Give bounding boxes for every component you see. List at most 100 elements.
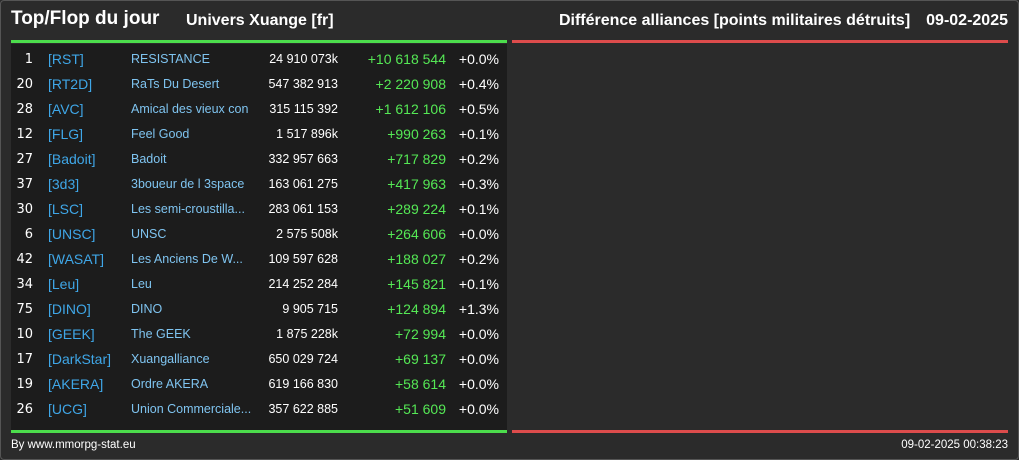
top-divider-red (512, 40, 1008, 43)
alliance-tag-link[interactable]: [GEEK] (48, 326, 95, 342)
table-row: 28 [AVC] Amical des vieux con 315 115 392 +1… (11, 97, 507, 122)
alliance-name-link[interactable]: Leu (131, 277, 152, 291)
points-cell: 332 957 663 (268, 152, 338, 166)
source-credit: By www.mmorpg-stat.eu (11, 439, 136, 451)
points-cell: 619 166 830 (268, 377, 338, 391)
diff-cell: +2 220 908 (375, 76, 446, 92)
alliance-tag-link[interactable]: [RST] (48, 51, 84, 67)
alliance-tag-link[interactable]: [UNSC] (48, 226, 96, 242)
alliance-name-link[interactable]: The GEEK (131, 327, 191, 341)
diff-cell: +10 618 544 (367, 51, 446, 67)
alliance-name-link[interactable]: Xuangalliance (131, 352, 210, 366)
rank-cell: 37 (16, 177, 33, 192)
percent-cell: +0.1% (458, 201, 499, 217)
alliance-tag-link[interactable]: [RT2D] (48, 76, 93, 92)
diff-cell: +417 963 (387, 176, 446, 192)
alliance-name-link[interactable]: Feel Good (131, 127, 190, 141)
alliance-name-link[interactable]: Amical des vieux con (131, 102, 249, 116)
diff-cell: +188 027 (387, 251, 446, 267)
table-row: 42 [WASAT] Les Anciens De W... 109 597 628 +… (11, 247, 507, 272)
alliance-tag-link[interactable]: [LSC] (48, 201, 84, 217)
percent-cell: +0.0% (458, 326, 499, 342)
universe-label: Univers Xuange [fr] (186, 12, 334, 29)
alliance-tag-link[interactable]: [FLG] (48, 126, 84, 142)
points-cell: 357 622 885 (268, 402, 338, 416)
diff-cell: +72 994 (395, 326, 446, 342)
rank-cell: 28 (16, 102, 33, 117)
points-cell: 109 597 628 (268, 252, 338, 266)
alliance-name-link[interactable]: Union Commerciale... (131, 402, 252, 416)
alliance-tag-link[interactable]: [Badoit] (48, 151, 96, 167)
diff-cell: +990 263 (387, 126, 446, 142)
rank-cell: 75 (16, 302, 33, 317)
diff-cell: +289 224 (387, 201, 446, 217)
alliance-name-link[interactable]: UNSC (131, 227, 167, 241)
points-cell: 650 029 724 (268, 352, 338, 366)
points-cell: 1 517 896k (276, 127, 338, 141)
points-cell: 1 875 228k (276, 327, 338, 341)
percent-cell: +0.2% (458, 151, 499, 167)
ranking-date: 09-02-2025 (926, 12, 1008, 29)
alliance-name-link[interactable]: Les Anciens De W... (131, 252, 243, 266)
diff-cell: +69 137 (395, 351, 446, 367)
alliance-tag-link[interactable]: [AVC] (48, 101, 84, 117)
table-row: 10 [GEEK] The GEEK 1 875 228k +72 994 +0.0% (11, 322, 507, 347)
alliance-tag-link[interactable]: [DINO] (48, 301, 91, 317)
rank-cell: 34 (16, 277, 33, 292)
diff-cell: +124 894 (387, 301, 446, 317)
points-cell: 214 252 284 (268, 277, 338, 291)
diff-cell: +51 609 (395, 401, 446, 417)
rank-cell: 19 (16, 377, 33, 392)
diff-cell: +58 614 (395, 376, 446, 392)
alliance-name-link[interactable]: Les semi-croustilla... (131, 202, 245, 216)
table-row: 6 [UNSC] UNSC 2 575 508k +264 606 +0.0% (11, 222, 507, 247)
ranking-title: Différence alliances [points militaires … (558, 12, 911, 29)
alliance-tag-link[interactable]: [UCG] (48, 401, 87, 417)
top-divider-green (11, 40, 507, 43)
table-row: 30 [LSC] Les semi-croustilla... 283 061 153… (11, 197, 507, 222)
percent-cell: +0.5% (458, 101, 499, 117)
percent-cell: +0.2% (458, 251, 499, 267)
rank-cell: 30 (16, 202, 33, 217)
alliance-name-link[interactable]: RaTs Du Desert (131, 77, 220, 91)
rank-cell: 12 (16, 127, 33, 142)
diff-cell: +145 821 (387, 276, 446, 292)
rank-cell: 42 (16, 252, 33, 267)
top-list-panel: 1 [RST] RESISTANCE 24 910 073k +10 618 544 +0… (11, 44, 507, 430)
alliance-tag-link[interactable]: [DarkStar] (48, 351, 112, 367)
alliance-tag-link[interactable]: [3d3] (48, 176, 80, 192)
alliance-tag-link[interactable]: [AKERA] (48, 376, 104, 392)
bottom-divider-red (512, 430, 1008, 433)
points-cell: 547 382 913 (268, 77, 338, 91)
percent-cell: +0.4% (458, 76, 499, 92)
percent-cell: +0.0% (458, 51, 499, 67)
bottom-divider-green (11, 430, 507, 433)
rank-cell: 27 (16, 152, 33, 167)
percent-cell: +0.3% (458, 176, 499, 192)
rank-cell: 20 (16, 77, 33, 92)
alliance-name-link[interactable]: Badoit (131, 152, 167, 166)
table-row: 37 [3d3] 3boueur de l 3space 163 061 275 +41… (11, 172, 507, 197)
percent-cell: +0.0% (458, 401, 499, 417)
percent-cell: +0.0% (458, 226, 499, 242)
points-cell: 163 061 275 (268, 177, 338, 191)
alliance-name-link[interactable]: RESISTANCE (131, 52, 210, 66)
percent-cell: +0.1% (458, 126, 499, 142)
alliance-name-link[interactable]: Ordre AKERA (131, 377, 209, 391)
alliance-name-link[interactable]: DINO (131, 302, 163, 316)
table-row: 12 [FLG] Feel Good 1 517 896k +990 263 +0.1% (11, 122, 507, 147)
alliance-tag-link[interactable]: [Leu] (48, 276, 80, 292)
percent-cell: +1.3% (458, 301, 499, 317)
table-row: 75 [DINO] DINO 9 905 715 +124 894 +1.3% (11, 297, 507, 322)
alliance-tag-link[interactable]: [WASAT] (48, 251, 104, 267)
table-row: 27 [Badoit] Badoit 332 957 663 +717 829 +0.2% (11, 147, 507, 172)
percent-cell: +0.0% (458, 376, 499, 392)
alliance-name-link[interactable]: 3boueur de l 3space (131, 177, 245, 191)
flop-list-panel (512, 44, 1008, 430)
points-cell: 315 115 392 (269, 102, 338, 116)
rank-cell: 1 (24, 52, 33, 67)
rank-cell: 10 (16, 327, 33, 342)
percent-cell: +0.0% (458, 351, 499, 367)
generated-timestamp: 09-02-2025 00:38:23 (901, 439, 1008, 451)
table-row: 19 [AKERA] Ordre AKERA 619 166 830 +58 614 +0… (11, 372, 507, 397)
